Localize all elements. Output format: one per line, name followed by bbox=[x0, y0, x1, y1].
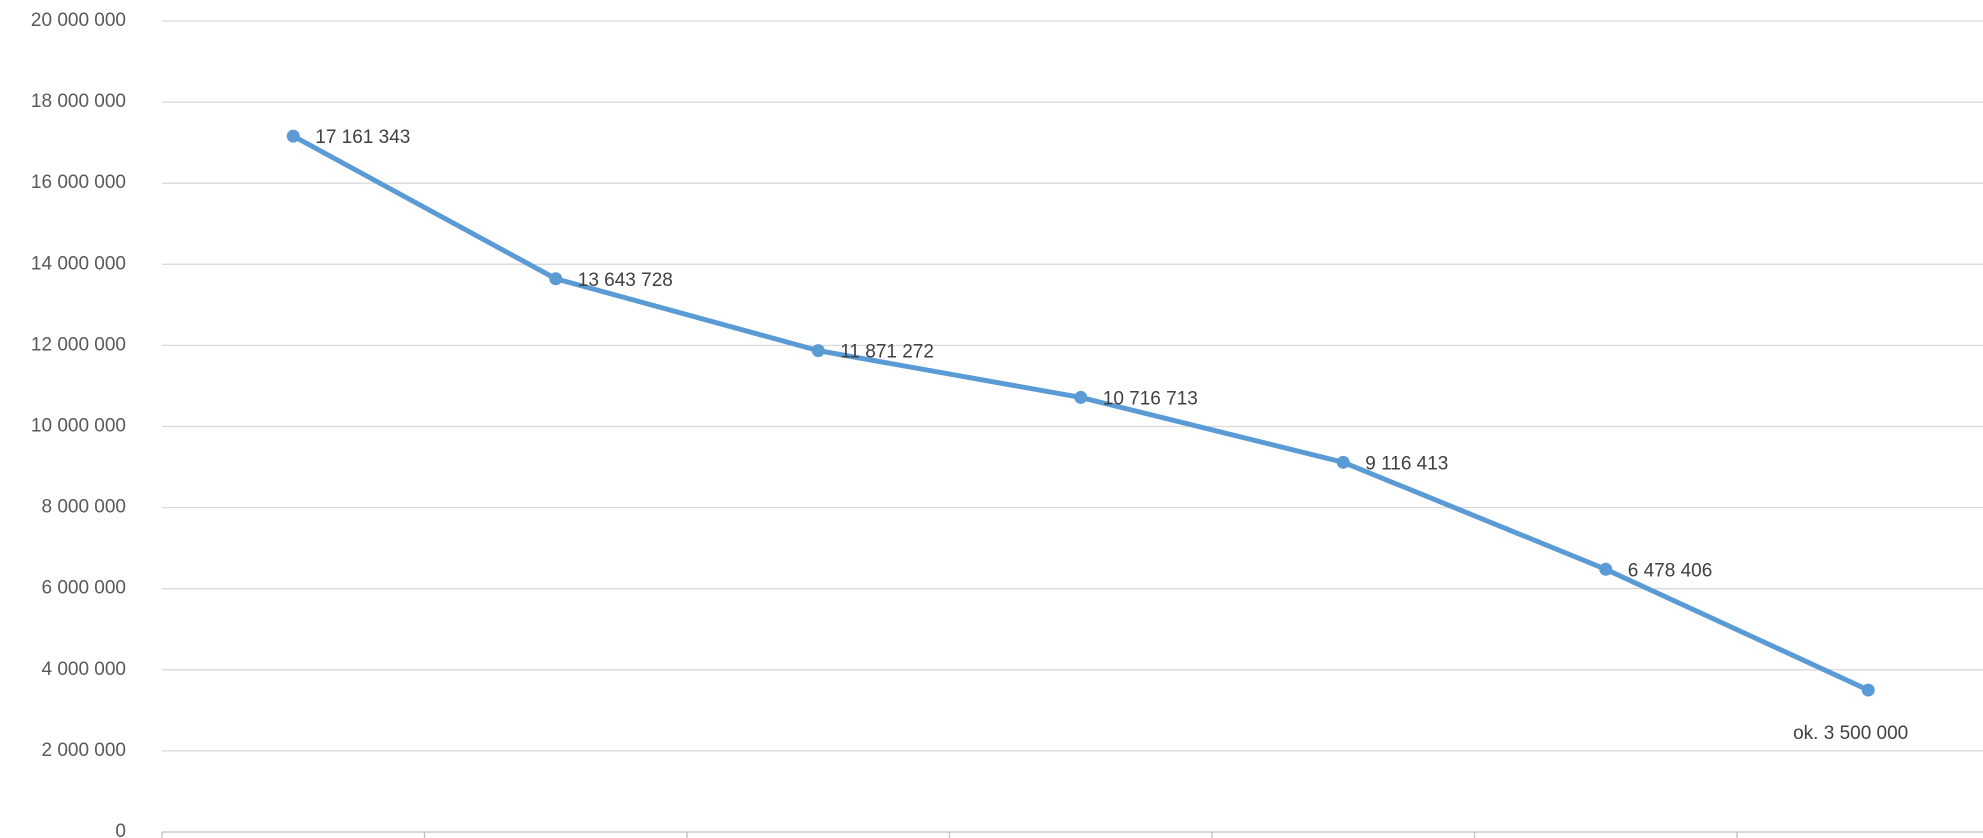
data-label: 6 478 406 bbox=[1628, 560, 1713, 581]
data-label: 17 161 343 bbox=[315, 127, 410, 148]
y-tick-label: 4 000 000 bbox=[41, 659, 126, 680]
marker bbox=[812, 344, 825, 357]
data-label: 13 643 728 bbox=[578, 270, 673, 291]
data-label: ok. 3 500 000 bbox=[1793, 723, 1908, 744]
y-tick-label: 16 000 000 bbox=[31, 172, 126, 193]
chart: 0 2 000 000 4 000 000 6 000 000 8 000 000 10 … bbox=[0, 0, 1983, 838]
y-tick-label: 20 000 000 bbox=[31, 10, 126, 31]
data-label: 10 716 713 bbox=[1103, 388, 1198, 409]
marker bbox=[1862, 684, 1875, 697]
marker bbox=[549, 272, 562, 285]
y-tick-label: 2 000 000 bbox=[41, 740, 126, 761]
marker bbox=[1337, 456, 1350, 469]
data-label: 9 116 413 bbox=[1365, 453, 1448, 474]
y-tick-label: 18 000 000 bbox=[31, 91, 126, 112]
data-label: 11 871 272 bbox=[840, 342, 934, 363]
y-tick-label: 6 000 000 bbox=[41, 578, 126, 599]
y-tick-label: 8 000 000 bbox=[41, 497, 126, 518]
y-tick-label: 12 000 000 bbox=[31, 334, 126, 355]
marker bbox=[1599, 563, 1612, 576]
line bbox=[293, 136, 1868, 690]
y-tick-label: 10 000 000 bbox=[31, 416, 126, 437]
marker bbox=[287, 130, 300, 143]
y-tick-label: 0 bbox=[115, 821, 126, 838]
marker bbox=[1074, 391, 1087, 404]
y-tick-label: 14 000 000 bbox=[31, 253, 126, 274]
